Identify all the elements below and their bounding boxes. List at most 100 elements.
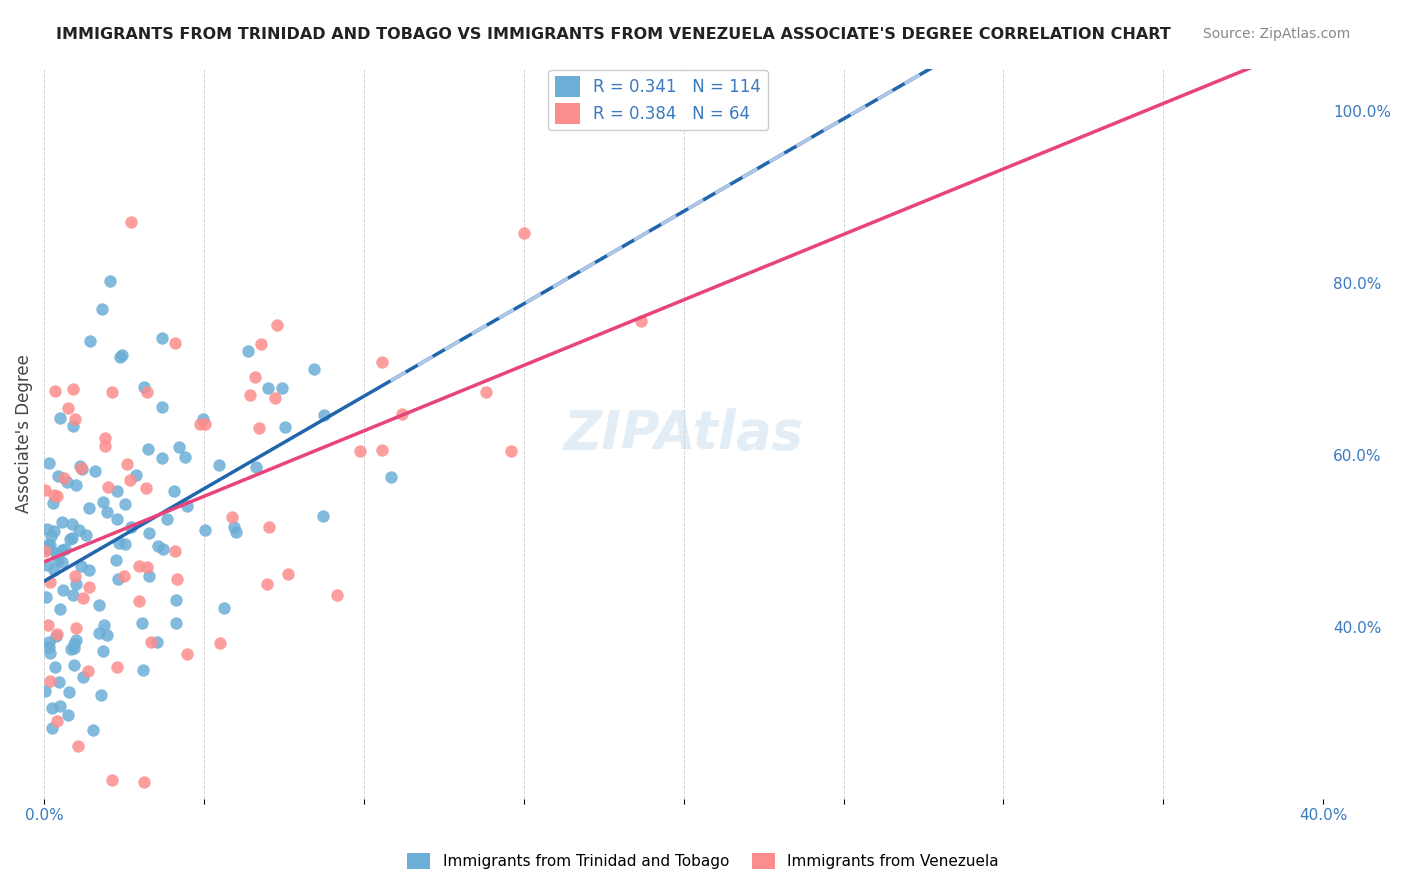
Point: [391, 407, 413, 421]
Point: [165, 335, 187, 350]
Point: [114, 537, 136, 551]
Point: [148, 539, 170, 553]
Point: [53, 542, 76, 557]
Point: [60, 641, 83, 656]
Point: [270, 381, 292, 395]
Point: [163, 483, 186, 498]
Point: [38, 635, 60, 649]
Point: [44, 384, 66, 398]
Point: [96, 627, 118, 641]
Point: [45, 627, 67, 641]
Legend: Immigrants from Trinidad and Tobago, Immigrants from Venezuela: Immigrants from Trinidad and Tobago, Imm…: [401, 847, 1005, 875]
Point: [52, 582, 75, 597]
Point: [302, 361, 325, 376]
Point: [120, 214, 142, 228]
Point: [247, 421, 270, 435]
Point: [48, 675, 70, 690]
Point: [108, 536, 131, 550]
Point: [236, 343, 259, 358]
Point: [72, 591, 94, 605]
Point: [37, 538, 59, 552]
Point: [105, 512, 128, 526]
Point: [101, 772, 124, 787]
Point: [65, 478, 87, 492]
Point: [42, 524, 65, 539]
Point: [208, 636, 231, 650]
Point: [115, 457, 138, 471]
Point: [51, 515, 73, 529]
Point: [45, 629, 67, 643]
Point: [63, 637, 86, 651]
Point: [135, 481, 157, 495]
Point: [221, 510, 243, 524]
Point: [277, 566, 299, 581]
Point: [77, 500, 100, 515]
Point: [34, 684, 56, 698]
Point: [225, 524, 247, 539]
Point: [39, 575, 62, 590]
Point: [314, 408, 336, 422]
Point: [39, 529, 62, 543]
Text: ZIPAtlas: ZIPAtlas: [564, 408, 804, 459]
Point: [245, 370, 267, 384]
Point: [63, 411, 86, 425]
Point: [58, 685, 80, 699]
Point: [239, 388, 262, 402]
Point: [207, 458, 229, 472]
Point: [176, 647, 198, 661]
Point: [56, 475, 79, 489]
Point: [87, 598, 110, 612]
Point: [87, 626, 110, 640]
Point: [67, 524, 90, 538]
Point: [70, 461, 93, 475]
Point: [46, 548, 69, 562]
Point: [93, 431, 115, 445]
Point: [135, 559, 157, 574]
Point: [69, 558, 91, 573]
Point: [62, 588, 84, 602]
Point: [51, 542, 73, 557]
Point: [44, 488, 66, 502]
Point: [165, 593, 187, 607]
Point: [150, 451, 173, 466]
Point: [35, 590, 58, 604]
Point: [38, 640, 60, 654]
Point: [118, 473, 141, 487]
Point: [176, 500, 198, 514]
Point: [326, 588, 349, 602]
Point: [131, 615, 153, 630]
Point: [49, 698, 72, 713]
Point: [65, 621, 87, 635]
Point: [105, 483, 128, 498]
Point: [138, 525, 160, 540]
Point: [46, 553, 69, 567]
Point: [249, 337, 271, 351]
Point: [145, 635, 167, 649]
Point: [104, 553, 127, 567]
Point: [212, 601, 235, 615]
Point: [67, 739, 90, 753]
Point: [371, 355, 394, 369]
Point: [91, 495, 114, 509]
Point: [156, 512, 179, 526]
Point: [37, 618, 59, 632]
Point: [107, 572, 129, 586]
Point: [100, 384, 122, 399]
Point: [112, 569, 135, 583]
Point: [65, 577, 87, 591]
Point: [150, 400, 173, 414]
Point: [42, 495, 65, 509]
Point: [39, 538, 62, 552]
Point: [166, 572, 188, 586]
Point: [49, 602, 72, 616]
Point: [79, 563, 101, 577]
Point: [312, 509, 335, 524]
Point: [263, 391, 285, 405]
Point: [63, 657, 86, 672]
Point: [274, 420, 297, 434]
Point: [150, 331, 173, 345]
Point: [138, 442, 160, 457]
Point: [96, 505, 118, 519]
Point: [93, 440, 115, 454]
Point: [174, 450, 197, 464]
